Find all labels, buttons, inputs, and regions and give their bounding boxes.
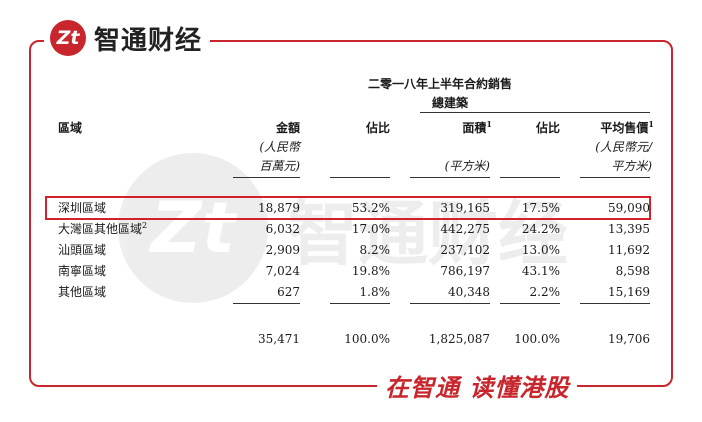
header-area: 面積1 [462, 119, 492, 135]
brand-slogan: 在智通 读懂港股 [377, 370, 578, 406]
header-price-unit-2: 平方米) [611, 159, 652, 173]
row-area: 40,348 [448, 285, 490, 299]
row-region: 南寧區域 [58, 264, 107, 278]
row-amount: 2,909 [265, 243, 300, 257]
total-rule-share-2 [500, 303, 560, 304]
row-price: 8,598 [615, 264, 650, 278]
header-rule-amount [233, 177, 300, 178]
brand-name: 智通财经 [94, 25, 203, 56]
header-amount: 金額 [275, 121, 300, 135]
row-share-1: 19.8% [351, 264, 390, 278]
row-price: 59,090 [608, 201, 650, 215]
row-amount: 627 [277, 285, 300, 299]
row-share-2: 13.0% [521, 243, 560, 257]
row-amount: 7,024 [265, 264, 300, 278]
table-title: 二零一八年上半年合約銷售 [367, 77, 512, 91]
row-area: 237,102 [440, 243, 490, 257]
row-price: 11,692 [608, 243, 650, 257]
table-subtitle: 總建築 [431, 96, 468, 110]
row-region: 大灣區其他區域2 [58, 221, 148, 237]
header-price: 平均售價1 [600, 119, 654, 135]
header-share-2: 佔比 [535, 121, 560, 135]
total-price: 19,706 [608, 332, 650, 346]
row-region: 汕頭區域 [58, 243, 107, 257]
card-frame [29, 40, 673, 387]
row-region: 深圳區域 [58, 201, 107, 215]
total-share-2: 100.0% [514, 332, 560, 346]
row-area: 319,165 [440, 201, 490, 215]
row-price: 13,395 [608, 222, 650, 236]
header-rule-share-1 [330, 177, 390, 178]
row-share-2: 17.5% [521, 201, 560, 215]
header-price-unit-1: (人民幣元/ [595, 140, 652, 154]
total-share-1: 100.0% [344, 332, 390, 346]
total-rule-price [580, 303, 650, 304]
header-rule-area [410, 177, 490, 178]
row-share-1: 53.2% [351, 201, 390, 215]
header-rule-share-2 [500, 177, 560, 178]
total-area: 1,825,087 [428, 332, 490, 346]
total-amount: 35,471 [258, 332, 300, 346]
row-amount: 18,879 [258, 201, 300, 215]
logo-mark-icon: Zt [50, 20, 86, 56]
header-amount-unit-1: (人民幣 [259, 140, 300, 154]
header-region: 區域 [58, 121, 83, 135]
row-share-2: 2.2% [529, 285, 561, 299]
row-amount: 6,032 [265, 222, 300, 236]
total-rule-amount [233, 303, 300, 304]
brand-logo: Zt 智通财经 [44, 18, 211, 58]
row-share-1: 17.0% [351, 222, 390, 236]
row-share-2: 43.1% [521, 264, 560, 278]
total-rule-share-1 [330, 303, 390, 304]
row-region: 其他區域 [58, 285, 107, 299]
total-rule-area [410, 303, 490, 304]
row-price: 15,169 [608, 285, 650, 299]
row-area: 442,275 [440, 222, 490, 236]
highlight-box [45, 196, 651, 220]
header-span-rule [420, 112, 650, 113]
row-share-1: 1.8% [359, 285, 391, 299]
header-area-unit: (平方米) [444, 159, 490, 173]
header-share-1: 佔比 [365, 121, 390, 135]
header-amount-unit-2: 百萬元) [259, 159, 300, 173]
row-area: 786,197 [440, 264, 490, 278]
row-share-1: 8.2% [359, 243, 391, 257]
header-rule-price [580, 177, 650, 178]
row-share-2: 24.2% [521, 222, 560, 236]
